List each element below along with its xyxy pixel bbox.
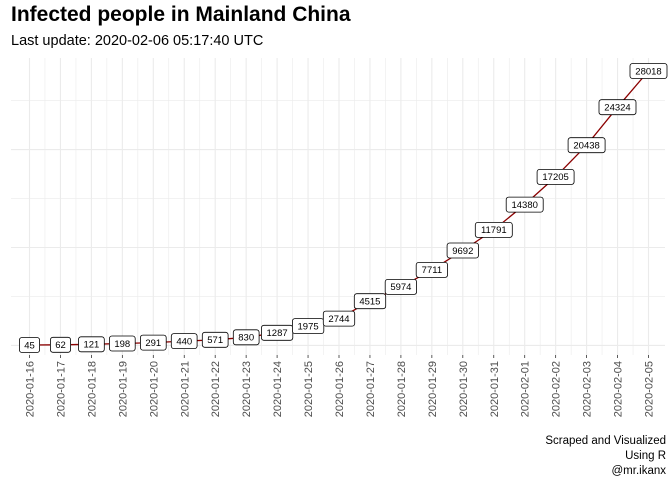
data-label: 571 (201, 331, 229, 348)
data-label-box (598, 99, 637, 116)
data-label-box (201, 331, 229, 348)
data-label-text: 7711 (422, 265, 442, 276)
data-label-text: 121 (83, 340, 99, 351)
data-label-text: 4515 (359, 297, 380, 308)
data-label: 5974 (384, 278, 418, 295)
data-label-text: 1975 (298, 321, 319, 332)
data-label-text: 440 (176, 336, 192, 347)
x-tick-label: 2020-01-26 (334, 361, 346, 417)
x-tick-label: 2020-01-27 (365, 361, 377, 417)
data-label-box (536, 168, 575, 185)
x-tick-label: 2020-01-25 (303, 361, 315, 417)
data-label-box (629, 63, 668, 79)
x-axis-ticks: 2020-01-16 2020-01-17 2020-01-18 2020-01-19… (25, 355, 656, 417)
data-label: 1975 (291, 318, 325, 335)
x-tick-label: 2020-01-30 (458, 361, 470, 417)
data-label-box (384, 278, 418, 295)
data-label-text: 571 (207, 335, 223, 346)
caption-line: @mr.ikanx (611, 465, 667, 477)
data-label-text: 17205 (542, 172, 568, 183)
data-label-text: 28018 (635, 66, 661, 77)
data-label: 17205 (536, 168, 575, 185)
caption-line: Using R (625, 450, 666, 462)
data-label-text: 24324 (604, 103, 630, 114)
x-tick-label: 2020-02-04 (613, 361, 625, 417)
data-label-box (291, 318, 325, 335)
data-label: 7711 (415, 261, 449, 278)
data-labels: 45 62 121 198 291 440 571 830 1287 1975 2744 4515 59… (18, 63, 668, 353)
x-tick-label: 2020-01-23 (241, 361, 253, 417)
x-tick-label: 2020-01-24 (272, 361, 284, 417)
data-label-text: 20438 (573, 141, 599, 152)
data-label-box (415, 261, 449, 278)
data-label-box (50, 336, 72, 353)
x-tick-label: 2020-01-28 (396, 361, 408, 417)
data-label: 24324 (598, 99, 637, 116)
data-label-box (232, 329, 260, 346)
data-label-box (446, 242, 479, 259)
data-label-text: 198 (114, 339, 130, 350)
data-label-box (567, 137, 606, 154)
data-label: 2744 (322, 310, 356, 327)
data-label: 121 (78, 336, 105, 353)
data-label-box (353, 293, 387, 310)
x-tick-label: 2020-02-02 (551, 361, 563, 417)
data-label-text: 14380 (511, 200, 537, 211)
data-label: 11791 (474, 221, 513, 238)
data-label-text: 291 (145, 338, 161, 349)
data-label: 830 (232, 329, 260, 346)
data-label: 20438 (567, 137, 606, 154)
x-tick-label: 2020-01-19 (117, 361, 129, 417)
data-label-box (78, 336, 105, 353)
data-label-box (139, 334, 167, 351)
chart-title: Infected people in Mainland China (11, 3, 351, 26)
data-label: 1287 (260, 324, 294, 341)
x-tick-label: 2020-02-03 (582, 361, 594, 417)
data-label: 45 (18, 337, 41, 353)
x-tick-label: 2020-02-01 (520, 361, 532, 417)
data-label: 291 (139, 334, 167, 351)
chart-caption: Scraped and Visualized Using R @mr.ikanx (545, 434, 666, 479)
x-tick-label: 2020-02-05 (644, 361, 656, 417)
data-label-text: 9692 (452, 246, 473, 257)
x-tick-label: 2020-01-20 (148, 361, 160, 417)
x-tick-label: 2020-01-18 (86, 361, 98, 417)
data-label: 14380 (505, 196, 544, 213)
x-tick-label: 2020-01-17 (56, 361, 68, 417)
x-tick-label: 2020-01-21 (179, 361, 191, 417)
data-label-box (18, 337, 41, 353)
data-label: 4515 (353, 293, 387, 310)
data-label-text: 62 (55, 340, 66, 351)
data-label-box (109, 335, 136, 352)
x-tick-label: 2020-01-31 (489, 361, 501, 417)
data-label-text: 11791 (481, 225, 507, 236)
data-label-text: 45 (24, 340, 35, 351)
grid-layer (11, 58, 665, 355)
x-tick-label: 2020-01-22 (210, 361, 222, 417)
data-label: 198 (109, 335, 136, 352)
data-label-box (505, 196, 544, 213)
data-label: 9692 (446, 242, 479, 259)
data-label: 62 (50, 336, 72, 353)
chart-subtitle: Last update: 2020-02-06 05:17:40 UTC (11, 33, 264, 49)
data-label-box (474, 221, 513, 238)
data-label-text: 1287 (267, 328, 288, 339)
data-label: 440 (170, 333, 198, 350)
caption-line: Scraped and Visualized (545, 435, 666, 447)
x-tick-label: 2020-01-29 (427, 361, 439, 417)
data-label: 28018 (629, 63, 668, 79)
data-label-text: 2744 (328, 314, 349, 325)
data-label-text: 5974 (390, 282, 411, 293)
data-label-box (322, 310, 356, 327)
data-label-text: 830 (238, 333, 254, 344)
data-label-box (170, 333, 198, 350)
x-tick-label: 2020-01-16 (25, 361, 37, 417)
